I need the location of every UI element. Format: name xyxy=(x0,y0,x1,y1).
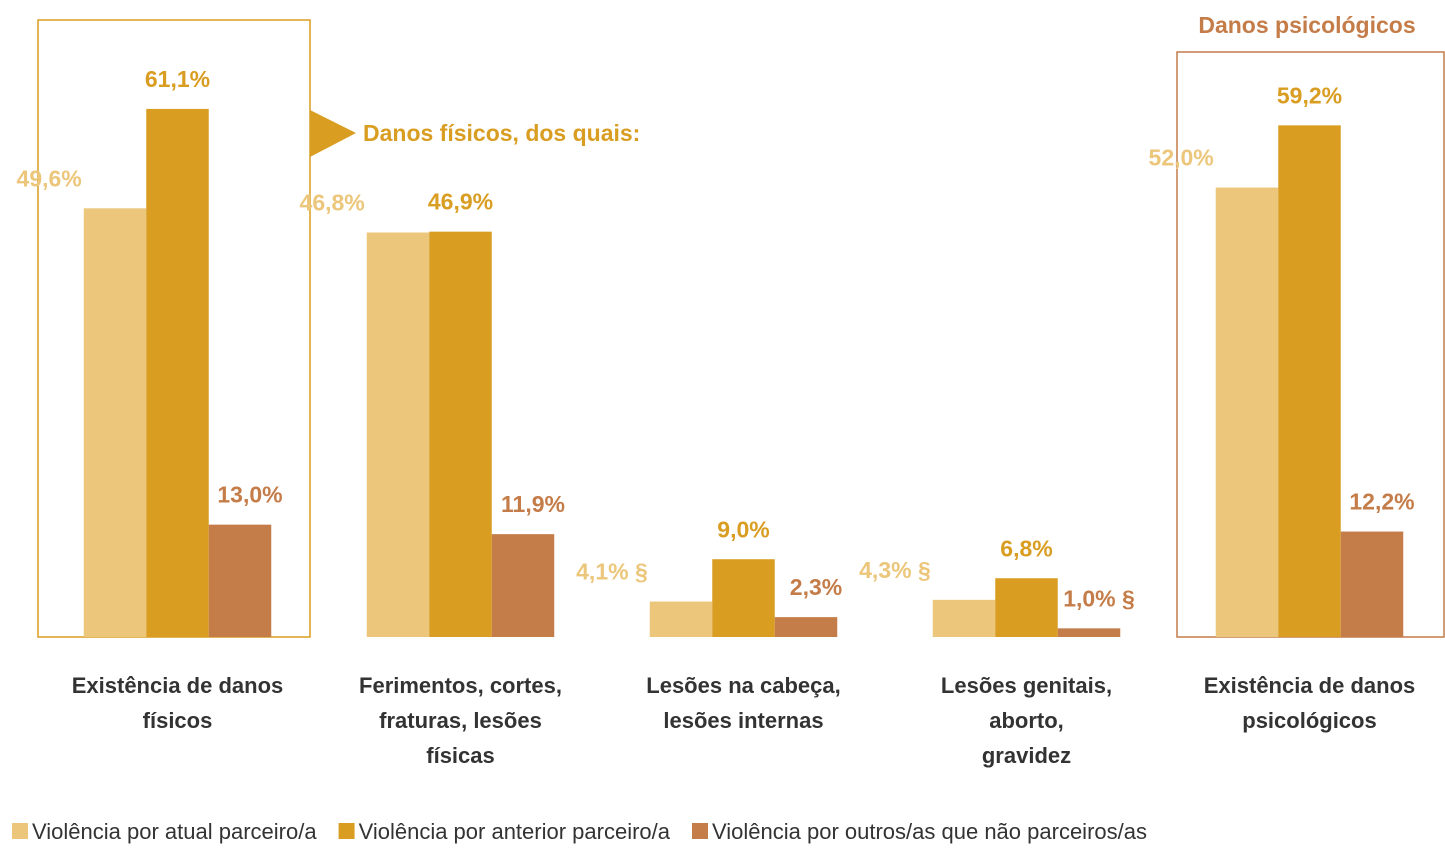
legend-swatch xyxy=(12,823,28,839)
data-label: 6,8% xyxy=(1000,535,1052,561)
x-tick-label: Ferimentos, cortes, fraturas, lesões físic… xyxy=(359,673,562,768)
data-label: 52,0% xyxy=(1149,145,1214,171)
bar xyxy=(491,534,555,637)
x-tick-label: Existência de danos psicológicos xyxy=(1204,673,1416,733)
x-tick-label: Lesões na cabeça, lesões internas xyxy=(646,673,840,733)
bar xyxy=(932,599,996,637)
bar xyxy=(1057,628,1121,637)
data-label: 46,9% xyxy=(428,189,493,215)
data-label: 61,1% xyxy=(145,66,210,92)
x-tick-label-line: físicos xyxy=(143,708,213,733)
data-label: 49,6% xyxy=(17,165,82,191)
x-tick-label-line: gravidez xyxy=(982,743,1071,768)
annotation: Danos psicológicos xyxy=(1198,12,1415,38)
data-label: 59,2% xyxy=(1277,82,1342,108)
bar xyxy=(83,208,147,638)
legend-label: Violência por anterior parceiro/a xyxy=(359,819,671,844)
data-label: 4,1% § xyxy=(576,559,648,585)
data-label: 9,0% xyxy=(717,516,769,542)
bar xyxy=(208,524,272,637)
bar xyxy=(429,231,492,637)
legend-label: Violência por outros/as que não parceiro… xyxy=(712,819,1147,844)
x-tick-label: Lesões genitais, aborto, gravidez xyxy=(941,673,1112,768)
x-tick-label-line: Lesões na cabeça, xyxy=(646,673,840,698)
data-label: 1,0% § xyxy=(1063,585,1135,611)
x-tick-label-line: Existência de danos xyxy=(72,673,284,698)
bar xyxy=(1215,187,1279,638)
legend-label: Violência por atual parceiro/a xyxy=(32,819,317,844)
data-label: 11,9% xyxy=(501,491,565,517)
x-tick-label-line: Existência de danos xyxy=(1204,673,1416,698)
x-tick-label-line: psicológicos xyxy=(1242,708,1376,733)
x-tick-label-line: Ferimentos, cortes, xyxy=(359,673,562,698)
legend-swatch xyxy=(692,823,708,839)
bar xyxy=(1278,125,1341,637)
x-tick-label-line: fraturas, lesões xyxy=(379,708,542,733)
legend-swatch xyxy=(338,823,355,839)
bar xyxy=(712,559,775,637)
bar xyxy=(1340,531,1404,637)
data-label: 4,3% § xyxy=(859,557,931,583)
data-label: 46,8% xyxy=(300,190,365,216)
bar xyxy=(995,578,1058,637)
x-tick-label-line: lesões internas xyxy=(663,708,823,733)
x-tick-label-line: físicas xyxy=(426,743,495,768)
bar xyxy=(146,108,209,637)
data-label: 2,3% xyxy=(790,574,842,600)
bar xyxy=(366,232,430,637)
bar xyxy=(774,617,838,637)
annotation: Danos físicos, dos quais: xyxy=(363,120,640,146)
x-tick-label-line: aborto, xyxy=(989,708,1064,733)
x-tick-label: Existência de danos físicos xyxy=(72,673,284,733)
data-label: 12,2% xyxy=(1349,489,1414,515)
arrow xyxy=(310,110,356,157)
data-label: 13,0% xyxy=(217,482,282,508)
bar xyxy=(649,601,713,637)
x-tick-label-line: Lesões genitais, xyxy=(941,673,1112,698)
